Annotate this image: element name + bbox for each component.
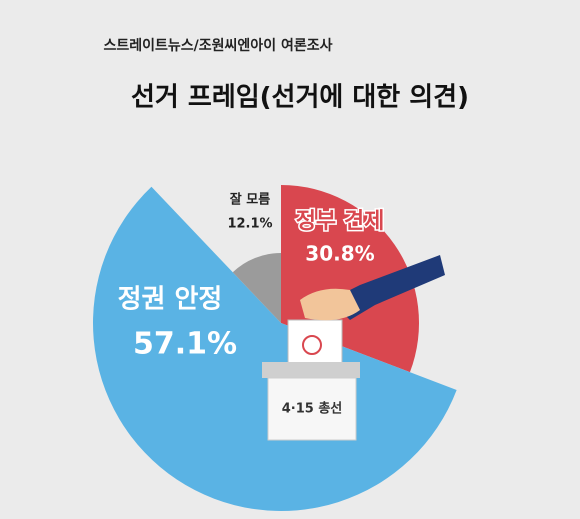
- stamp: [302, 335, 322, 355]
- ballot: [287, 319, 343, 371]
- chart-subtitle: 스트레이트뉴스/조원씨엔아이 여론조사: [104, 37, 333, 54]
- slice-label: 잘 모름: [230, 193, 270, 208]
- value-label: 12.1%: [227, 217, 272, 232]
- hand: [300, 288, 360, 321]
- value-label: 57.1%: [133, 327, 237, 362]
- box-top: [262, 362, 360, 378]
- chart-title: 선거 프레임(선거에 대한 의견): [131, 83, 469, 113]
- box-body: [267, 377, 357, 441]
- labels: 정부 견제 30.8% 정권 안정 57.1% 잘 모름 12.1%: [118, 193, 386, 362]
- pie-slice: [92, 186, 457, 512]
- slice-label: 정부 견제: [296, 209, 385, 234]
- slice-label: 정권 안정: [118, 285, 223, 315]
- sleeve: [330, 255, 445, 320]
- annotation: 4·15 총선: [282, 401, 343, 417]
- value-label: 30.8%: [305, 242, 374, 266]
- ballot-box: 4·15 총선: [262, 255, 445, 441]
- pie-slice: [232, 253, 281, 323]
